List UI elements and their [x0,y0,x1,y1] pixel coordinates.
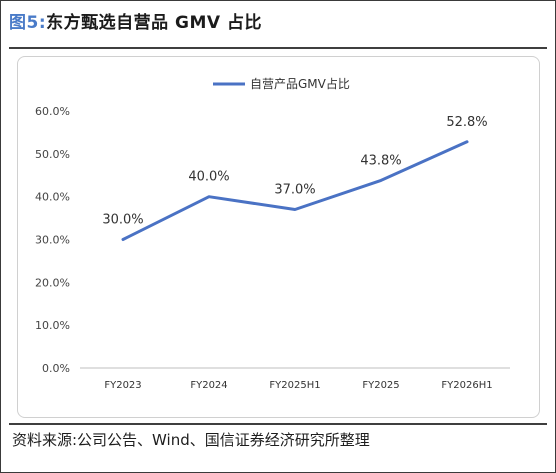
y-tick-label: 10.0% [35,319,70,332]
x-axis-ticks: FY2023 FY2024 FY2025H1 FY2025 FY2026H1 [104,380,492,391]
chart-panel [17,56,540,418]
figure-title: 图5:东方甄选自营品 GMV 占比 [9,8,262,33]
top-rule [9,47,547,49]
data-label: 40.0% [188,170,229,185]
y-tick-label: 30.0% [35,234,70,247]
x-tick-label: FY2026H1 [441,380,492,391]
data-label: 43.8% [360,153,401,168]
legend-label: 自营产品GMV占比 [250,76,350,91]
y-axis-ticks: 0.0% 10.0% 20.0% 30.0% 40.0% 50.0% 60.0% [35,105,70,375]
data-label: 30.0% [102,213,143,228]
figure-title-text: 东方甄选自营品 GMV 占比 [46,13,263,33]
figure-number: 图5: [9,13,47,33]
x-tick-label: FY2023 [104,380,141,391]
x-tick-label: FY2025 [362,380,399,391]
y-tick-label: 50.0% [35,148,70,161]
series-line [121,140,469,241]
legend: 自营产品GMV占比 [213,76,350,91]
data-label: 37.0% [274,183,315,198]
x-tick-label: FY2024 [190,380,227,391]
x-tick-label: FY2025H1 [269,380,320,391]
bottom-rule [9,423,547,425]
y-tick-label: 60.0% [35,105,70,118]
y-tick-label: 0.0% [42,362,70,375]
y-tick-label: 20.0% [35,276,70,289]
y-tick-label: 40.0% [35,191,70,204]
data-label: 52.8% [446,115,487,130]
data-labels: 30.0% 40.0% 37.0% 43.8% 52.8% [102,115,487,228]
source-note: 资料来源:公司公告、Wind、国信证券经济研究所整理 [12,431,370,449]
